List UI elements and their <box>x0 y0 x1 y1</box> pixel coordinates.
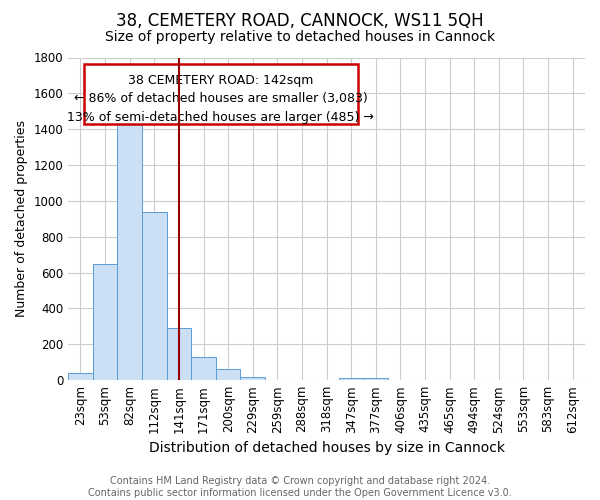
Text: 13% of semi-detached houses are larger (485) →: 13% of semi-detached houses are larger (… <box>67 111 374 124</box>
Bar <box>93 264 118 380</box>
FancyBboxPatch shape <box>83 64 358 124</box>
Bar <box>339 378 364 380</box>
Bar <box>241 376 265 380</box>
Bar <box>364 378 388 380</box>
Bar <box>167 328 191 380</box>
Text: Contains HM Land Registry data © Crown copyright and database right 2024.
Contai: Contains HM Land Registry data © Crown c… <box>88 476 512 498</box>
Bar <box>68 373 93 380</box>
Text: Size of property relative to detached houses in Cannock: Size of property relative to detached ho… <box>105 30 495 44</box>
Bar <box>118 116 142 380</box>
Bar <box>191 357 216 380</box>
Text: ← 86% of detached houses are smaller (3,083): ← 86% of detached houses are smaller (3,… <box>74 92 368 106</box>
Text: 38 CEMETERY ROAD: 142sqm: 38 CEMETERY ROAD: 142sqm <box>128 74 313 86</box>
Bar <box>216 368 241 380</box>
X-axis label: Distribution of detached houses by size in Cannock: Distribution of detached houses by size … <box>149 441 505 455</box>
Text: 38, CEMETERY ROAD, CANNOCK, WS11 5QH: 38, CEMETERY ROAD, CANNOCK, WS11 5QH <box>116 12 484 30</box>
Y-axis label: Number of detached properties: Number of detached properties <box>15 120 28 318</box>
Bar <box>142 212 167 380</box>
